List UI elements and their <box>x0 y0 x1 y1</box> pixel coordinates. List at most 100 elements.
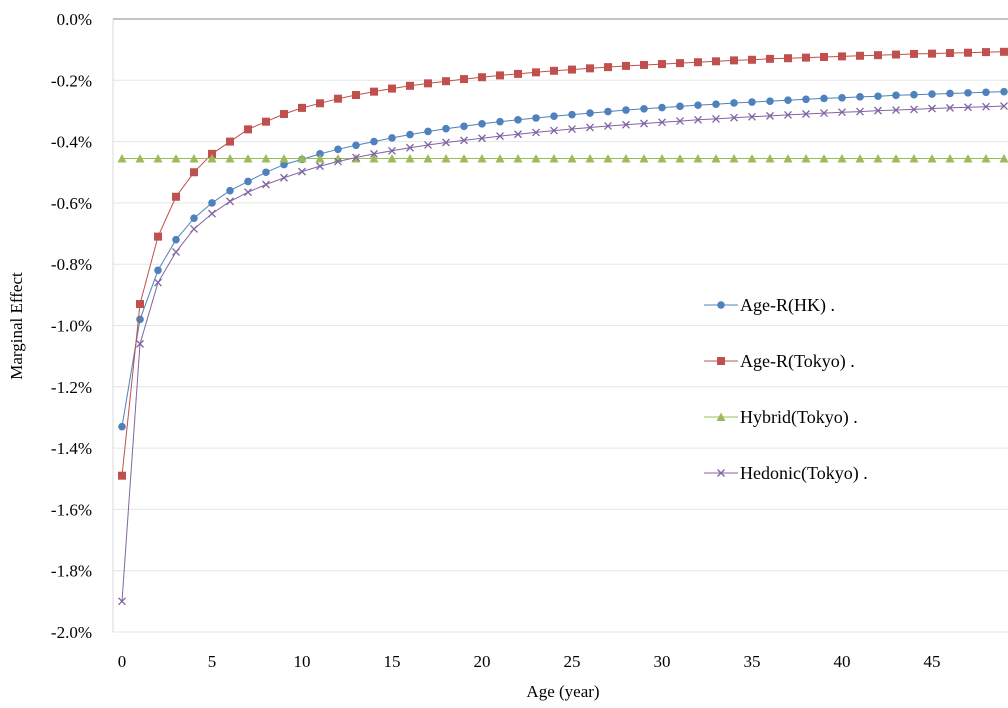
y-tick-label: -0.6% <box>51 194 92 213</box>
data-point <box>717 469 725 477</box>
data-point <box>801 153 811 163</box>
data-point <box>586 64 594 73</box>
data-point <box>154 232 162 241</box>
x-tick-label: 15 <box>384 652 401 671</box>
data-point-stroke <box>982 102 990 111</box>
data-point <box>496 117 504 126</box>
data-point <box>676 59 684 68</box>
data-point-stroke <box>406 143 414 152</box>
data-point <box>568 65 576 74</box>
legend: Age-R(HK) . Age-R(Tokyo) . Hybrid(Tokyo) .… <box>704 295 868 484</box>
data-point-stroke <box>208 209 216 218</box>
data-point <box>244 177 252 186</box>
data-point <box>154 266 162 275</box>
data-point <box>190 214 198 223</box>
data-point-stroke <box>892 106 900 114</box>
series-line <box>121 105 1005 602</box>
data-point <box>946 89 954 98</box>
data-point-stroke <box>172 247 180 256</box>
data-point <box>982 48 990 57</box>
data-point-stroke <box>856 107 864 116</box>
y-tick-label: -0.8% <box>51 255 92 274</box>
data-point <box>964 48 972 57</box>
data-point <box>352 153 360 162</box>
data-point <box>928 90 936 98</box>
data-point-stroke <box>712 114 720 123</box>
data-point <box>873 153 883 163</box>
data-point <box>694 58 702 67</box>
data-point-stroke <box>964 103 972 112</box>
data-point <box>496 71 504 80</box>
data-point <box>406 143 414 152</box>
data-point <box>352 91 360 100</box>
data-point <box>477 153 487 163</box>
data-point <box>352 141 360 150</box>
data-point <box>694 115 702 124</box>
data-point <box>730 56 738 65</box>
data-point-stroke <box>640 119 648 128</box>
data-point <box>118 471 126 480</box>
data-point <box>261 153 271 163</box>
legend-entry: Hybrid(Tokyo) . <box>704 407 858 428</box>
axes: 0.0% -0.2% -0.4% -0.6% -0.8% -1.0% -1.2% -1.4% -… <box>51 10 941 671</box>
data-point <box>892 91 900 100</box>
y-tick-label: -0.4% <box>51 133 92 152</box>
data-point-stroke <box>1000 102 1008 111</box>
data-point <box>658 118 666 127</box>
data-point <box>604 107 612 116</box>
data-point <box>225 153 235 163</box>
data-point <box>387 153 397 163</box>
data-point <box>207 153 217 163</box>
data-point-stroke <box>658 118 666 127</box>
data-point <box>658 103 666 112</box>
data-point <box>783 153 793 163</box>
data-point <box>622 61 630 70</box>
data-point <box>766 111 774 120</box>
data-point <box>639 153 649 163</box>
data-point <box>406 81 414 90</box>
data-point-stroke <box>424 141 432 149</box>
series-1 <box>118 47 1008 480</box>
data-point <box>765 153 775 163</box>
x-tick-label: 0 <box>118 652 127 671</box>
data-point <box>964 89 972 97</box>
data-point <box>586 109 594 117</box>
data-point <box>514 130 522 139</box>
data-point <box>802 53 810 62</box>
data-point <box>478 134 486 143</box>
x-tick-label: 40 <box>834 652 851 671</box>
data-point-stroke <box>928 104 936 113</box>
data-point <box>603 153 613 163</box>
legend-label: Hedonic(Tokyo) . <box>740 463 868 484</box>
data-point <box>820 109 828 118</box>
data-point <box>135 153 145 163</box>
data-point <box>928 49 936 58</box>
data-point <box>838 93 846 102</box>
data-point <box>802 95 810 104</box>
series-0 <box>118 87 1008 431</box>
data-point <box>226 197 234 206</box>
data-point <box>910 105 918 114</box>
data-point <box>406 130 414 139</box>
data-point-stroke <box>694 115 702 124</box>
data-point <box>190 168 198 177</box>
data-point-stroke <box>748 112 756 121</box>
data-point <box>532 114 540 122</box>
series-3 <box>118 102 1008 606</box>
data-point-stroke <box>334 157 342 166</box>
data-point <box>856 107 864 116</box>
data-point <box>388 134 396 142</box>
data-point <box>262 180 270 189</box>
data-point <box>172 235 180 244</box>
data-point <box>657 153 667 163</box>
data-point <box>549 153 559 163</box>
data-point <box>892 106 900 114</box>
data-point <box>424 79 432 88</box>
data-point <box>838 52 846 61</box>
data-point <box>568 110 576 119</box>
x-tick-label: 10 <box>294 652 311 671</box>
data-point <box>316 162 324 171</box>
data-point <box>1000 102 1008 111</box>
data-point-stroke <box>676 117 684 126</box>
legend-entry: Age-R(Tokyo) . <box>704 351 855 372</box>
